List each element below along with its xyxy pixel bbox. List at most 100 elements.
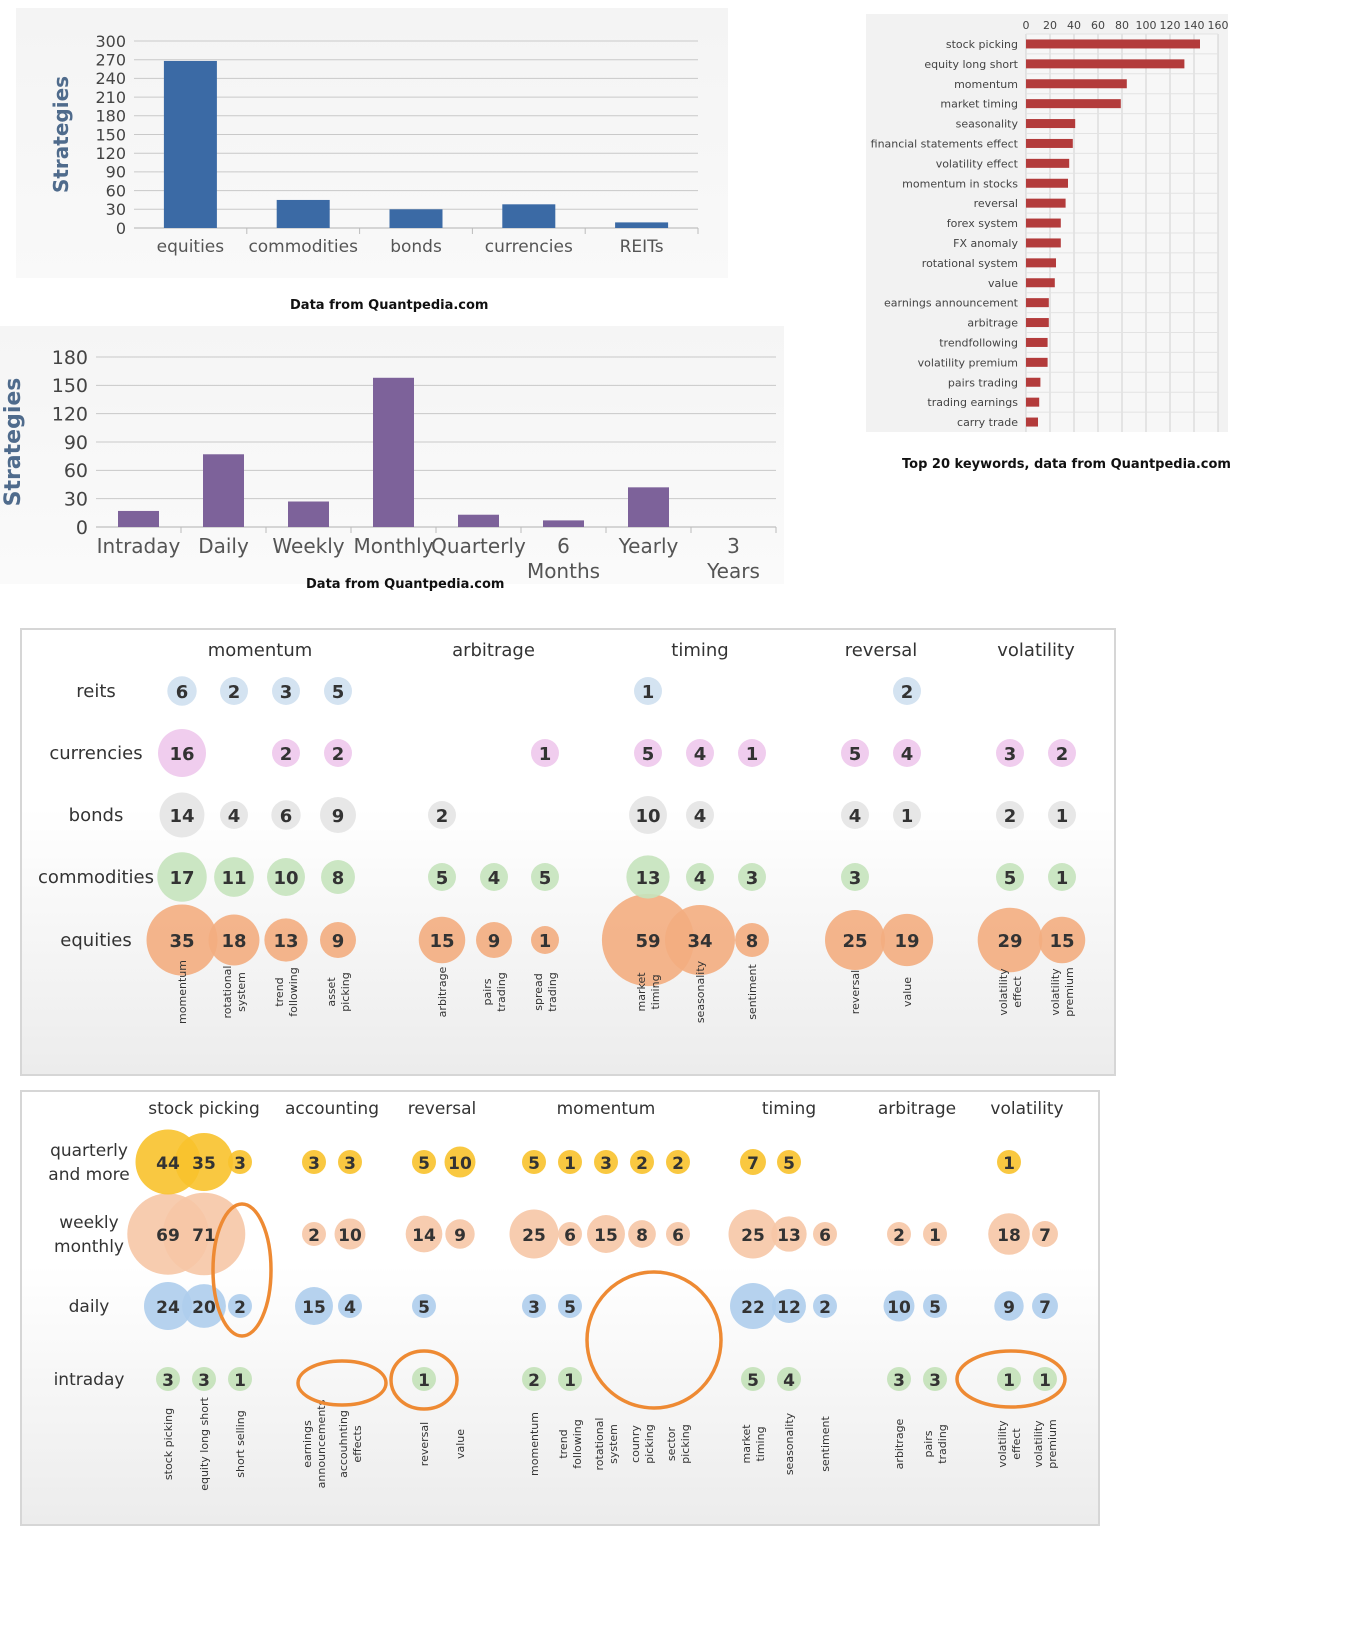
bubble-value-label: 1 [539,931,552,952]
asset-class-chart-panel: 0 30 60 90 120 150 180 210 240 270 300 Strategies eq… [16,8,728,278]
bubble-value-label: 19 [894,931,919,952]
column-label: system [607,1424,620,1464]
column-label: picking [643,1424,656,1463]
x-tick-label: 80 [1115,19,1129,32]
bubble [977,907,1043,973]
bubble-value-label: 3 [528,1298,540,1318]
bubble [686,863,714,891]
bubble [626,855,670,899]
bubble [445,1219,475,1249]
column-label: market [635,972,648,1012]
bubble-value-label: 15 [594,1226,618,1246]
bar [288,501,329,527]
bubble [444,1146,476,1178]
bubble [893,801,921,829]
bubble [1032,1293,1058,1319]
bar [203,454,244,527]
y-tick-label: 30 [64,489,88,511]
y-tick-label: rotational system [922,257,1018,270]
x-tick-label: Months [527,559,600,583]
bubble-value-label: 2 [436,806,449,827]
asset-class-chart-caption: Data from Quantpedia.com [290,298,489,313]
bubble [812,1221,838,1247]
column-label: premium [1046,1419,1059,1469]
bubble-value-label: 5 [418,1298,430,1318]
bubble [772,1289,806,1323]
bubble-value-label: 5 [332,682,345,703]
bubble-value-label: 5 [418,1154,430,1174]
bubble [728,1209,778,1259]
column-label: trading [936,1424,949,1464]
bubble [883,1290,915,1322]
frequency-bubble-chart: stock picking accounting reversal momentum t… [48,1099,1067,1491]
bubble [412,1150,436,1174]
bubble [271,800,301,830]
column-label: picking [339,972,352,1011]
bubble [738,863,766,891]
bubble-value-label: 5 [929,1298,941,1318]
bubble [264,918,308,962]
column-label: following [287,967,300,1016]
y-tick-label: carry trade [957,416,1018,429]
bubble-value-label: 3 [308,1154,320,1174]
bubble-value-label: 6 [819,1226,831,1246]
bubble [324,739,352,767]
y-tick-label: 90 [106,163,126,182]
bar [1026,178,1068,188]
y-tick-label: momentum [954,78,1018,91]
y-tick-label: 210 [95,88,126,107]
column-label: stock picking [162,1408,175,1480]
bubble [338,1150,362,1174]
bubble-value-label: 13 [635,868,660,889]
bubble-value-label: 2 [332,744,345,765]
group-header: accounting [285,1099,379,1119]
bubble-value-label: 15 [302,1298,326,1318]
bubble [923,1222,947,1246]
highlight-ellipse [296,1359,388,1407]
bubble [996,801,1024,829]
group-header: volatility [997,640,1075,661]
bubble [994,1291,1024,1321]
y-tick-label: pairs trading [948,376,1018,389]
bubble-value-label: 5 [564,1298,576,1318]
bubble-value-label: 2 [819,1298,831,1318]
column-label: earnings [301,1420,314,1468]
bubble-value-label: 44 [156,1154,180,1174]
bubble [923,1294,947,1318]
bubble-value-label: 2 [1004,806,1017,827]
bubble-value-label: 6 [280,806,293,827]
bubble-value-label: 17 [169,868,194,889]
bubble-value-label: 4 [783,1371,795,1391]
bubble-value-label: 8 [746,931,759,952]
column-label: system [235,972,248,1012]
bubble-value-label: 2 [528,1371,540,1391]
bubble-value-label: 3 [746,868,759,889]
keywords-chart-caption: Top 20 keywords, data from Quantpedia.co… [902,457,1231,472]
column-label: rotational [221,966,234,1019]
bubble [628,1220,656,1248]
bubble-value-label: 3 [162,1371,174,1391]
y-tick-label: momentum in stocks [902,177,1018,190]
bubble-value-label: 2 [308,1226,320,1246]
column-label: reversal [418,1422,431,1466]
bubble-value-label: 3 [198,1371,210,1391]
column-label: trend [273,977,286,1006]
bubble-value-label: 13 [273,931,298,952]
bubble-value-label: 12 [777,1298,801,1318]
bubble [825,910,885,970]
frequency-chart-panel: 0 30 60 90 120 150 180 Strategies Intraday Daily W… [0,326,784,584]
y-tick-label: value [988,277,1018,290]
bubble [175,1133,233,1191]
keywords-chart-panel: 0 20 40 60 80 100 120 140 160 stock picking equity… [866,14,1229,432]
bubble-value-label: 3 [849,868,862,889]
column-label: timing [649,974,662,1009]
x-tick-label: 20 [1043,19,1057,32]
bubble [295,1287,333,1325]
y-tick-label: market timing [940,98,1018,111]
x-tick-label: commodities [248,237,358,257]
bubble [320,797,356,833]
bubble-value-label: 59 [635,931,660,952]
bubble [208,914,260,966]
column-label: sentiment [746,964,759,1020]
bubble-value-label: 2 [280,744,293,765]
